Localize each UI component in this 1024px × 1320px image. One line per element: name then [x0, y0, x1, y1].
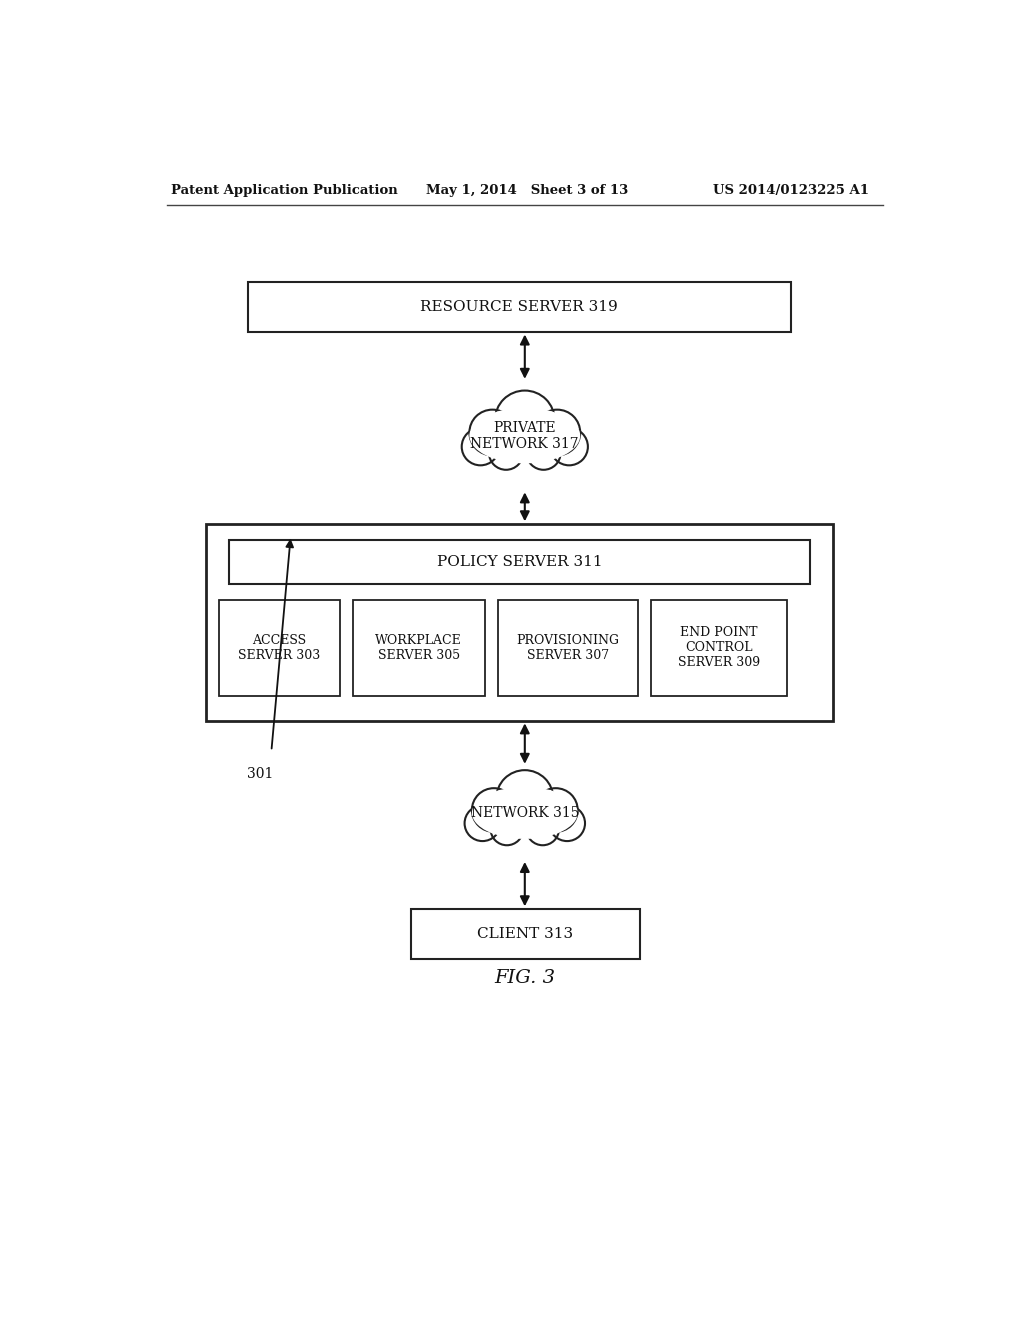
Circle shape — [534, 788, 578, 832]
Circle shape — [526, 436, 560, 470]
Circle shape — [489, 436, 523, 470]
Circle shape — [495, 391, 555, 450]
Text: May 1, 2014   Sheet 3 of 13: May 1, 2014 Sheet 3 of 13 — [426, 185, 629, 197]
Circle shape — [462, 428, 500, 466]
Circle shape — [549, 805, 585, 841]
Text: FIG. 3: FIG. 3 — [495, 969, 555, 987]
Text: ACCESS
SERVER 303: ACCESS SERVER 303 — [239, 634, 321, 661]
Circle shape — [535, 409, 581, 455]
Circle shape — [469, 409, 515, 455]
Circle shape — [490, 813, 523, 845]
FancyBboxPatch shape — [219, 599, 340, 696]
FancyBboxPatch shape — [248, 281, 791, 331]
Ellipse shape — [469, 408, 581, 463]
Text: NETWORK 315: NETWORK 315 — [471, 807, 579, 820]
Circle shape — [550, 428, 588, 466]
Ellipse shape — [472, 787, 578, 840]
Circle shape — [472, 788, 516, 832]
Text: US 2014/0123225 A1: US 2014/0123225 A1 — [713, 185, 869, 197]
FancyBboxPatch shape — [651, 599, 786, 696]
FancyBboxPatch shape — [206, 524, 834, 721]
Text: 301: 301 — [247, 767, 273, 780]
FancyBboxPatch shape — [228, 540, 810, 585]
Text: WORKPLACE
SERVER 305: WORKPLACE SERVER 305 — [375, 634, 462, 661]
Circle shape — [497, 770, 553, 826]
FancyBboxPatch shape — [499, 599, 638, 696]
Text: Patent Application Publication: Patent Application Publication — [171, 185, 397, 197]
Text: POLICY SERVER 311: POLICY SERVER 311 — [436, 554, 602, 569]
Text: PROVISIONING
SERVER 307: PROVISIONING SERVER 307 — [517, 634, 620, 661]
Text: CLIENT 313: CLIENT 313 — [477, 927, 573, 941]
Text: END POINT
CONTROL
SERVER 309: END POINT CONTROL SERVER 309 — [678, 626, 760, 669]
Text: PRIVATE
NETWORK 317: PRIVATE NETWORK 317 — [470, 421, 580, 450]
FancyBboxPatch shape — [411, 909, 640, 960]
Circle shape — [465, 805, 501, 841]
Circle shape — [526, 813, 559, 845]
FancyBboxPatch shape — [352, 599, 484, 696]
Text: RESOURCE SERVER 319: RESOURCE SERVER 319 — [421, 300, 618, 314]
